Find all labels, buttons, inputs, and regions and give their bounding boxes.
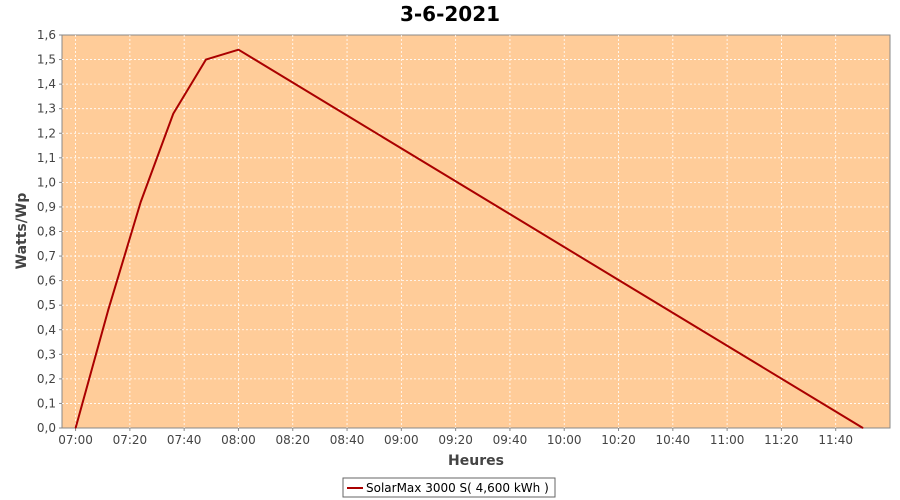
data-point: [237, 49, 240, 51]
x-tick-label: 11:20: [764, 433, 799, 447]
y-tick-label: 1,1: [37, 151, 56, 165]
x-axis-label: Heures: [448, 453, 504, 469]
legend-box: [342, 477, 556, 498]
y-tick-label: 0,3: [37, 347, 56, 361]
y-tick-label: 0,6: [37, 274, 56, 288]
x-tick-label: 10:40: [656, 433, 691, 447]
series-layer: [74, 48, 864, 429]
x-tick-label: 07:40: [167, 433, 202, 447]
x-tick-label: 09:40: [493, 433, 528, 447]
y-tick-label: 0,9: [37, 200, 56, 214]
data-point: [140, 201, 142, 203]
y-tick-label: 1,2: [37, 126, 56, 140]
x-tick-label: 07:00: [58, 433, 93, 447]
chart-title: 3-6-2021: [400, 2, 500, 26]
x-tick-label: 10:00: [547, 433, 582, 447]
y-tick-label: 1,5: [37, 53, 56, 67]
y-tick-label: 0,4: [37, 323, 56, 337]
x-tick-label: 09:20: [438, 433, 473, 447]
x-tick-label: 09:00: [384, 433, 419, 447]
x-tick-label: 08:20: [275, 433, 310, 447]
axes: 0,0 0,1 0,2 0,3 0,4 0,5 0,6 0,7 0,8 0,9 1,0 1,1 1,2 1…: [37, 28, 853, 447]
y-tick-label: 1,6: [37, 28, 56, 42]
y-tick-label: 0,0: [37, 421, 56, 435]
x-tick-label: 08:00: [221, 433, 256, 447]
legend-label: SolarMax 3000 S( 4,600 kWh ): [366, 481, 549, 495]
y-tick-label: 0,7: [37, 249, 56, 263]
y-tick-label: 0,5: [37, 298, 56, 312]
x-tick-label: 10:20: [601, 433, 636, 447]
y-axis-label: Watts/Wp: [14, 193, 30, 270]
x-tick-label: 11:00: [710, 433, 745, 447]
y-tick-label: 0,2: [37, 372, 56, 386]
data-point: [107, 309, 109, 311]
y-tick-label: 1,3: [37, 102, 56, 116]
y-tick-label: 0,8: [37, 225, 56, 239]
y-tick-label: 1,0: [37, 175, 56, 189]
x-tick-label: 11:40: [818, 433, 853, 447]
x-tick-label: 08:40: [330, 433, 365, 447]
data-point: [205, 58, 207, 61]
data-point: [862, 427, 864, 429]
grid-lines: [62, 35, 890, 428]
data-point: [172, 113, 174, 115]
y-tick-label: 0,1: [37, 396, 56, 410]
data-point: [74, 427, 77, 429]
x-tick-label: 07:20: [113, 433, 148, 447]
legend: SolarMax 3000 S( 4,600 kWh ): [342, 477, 556, 498]
y-tick-label: 1,4: [37, 77, 56, 91]
